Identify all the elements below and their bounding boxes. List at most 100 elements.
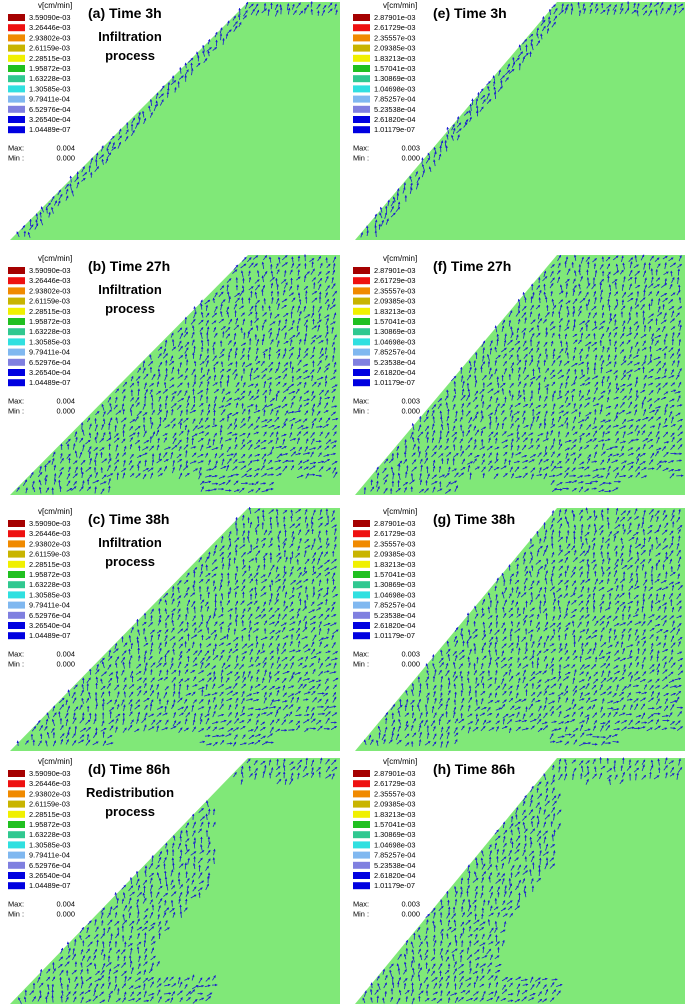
velocity-arrow: [572, 513, 576, 521]
legend-value: 3.26446e-03: [29, 529, 71, 538]
legend-swatch: [353, 622, 370, 629]
min-value: 0.000: [402, 153, 421, 162]
legend-swatch: [8, 520, 25, 527]
max-value: 0.004: [57, 143, 76, 152]
legend-value: 1.63228e-03: [29, 74, 71, 83]
velocity-arrow: [566, 422, 569, 429]
legend-swatch: [8, 287, 25, 295]
legend-swatch: [8, 297, 25, 305]
min-label: Min :: [8, 909, 24, 918]
legend-swatch: [8, 841, 25, 849]
legend-swatch: [8, 116, 25, 123]
velocity-arrow: [312, 565, 315, 573]
legend-value: 1.57041e-03: [374, 317, 416, 326]
velocity-arrow: [229, 613, 232, 620]
velocity-arrow: [254, 586, 257, 593]
velocity-arrow: [385, 205, 388, 213]
legend-value: 2.61729e-03: [374, 529, 416, 538]
legend-swatch: [8, 550, 25, 558]
legend-value: 2.61729e-03: [374, 276, 416, 285]
legend-value: 7.85257e-04: [374, 601, 416, 610]
velocity-arrow: [193, 837, 197, 843]
legend-value: 6.52976e-04: [29, 861, 71, 870]
velocity-arrow: [438, 718, 442, 726]
legend-value: 2.93802e-03: [29, 286, 71, 295]
legend-value: 1.30585e-03: [29, 840, 71, 849]
velocity-arrow: [311, 528, 314, 535]
legend-swatch: [353, 14, 370, 21]
legend-value: 9.79411e-04: [29, 348, 70, 357]
velocity-arrow: [44, 478, 48, 485]
legend-swatch: [8, 307, 25, 315]
legend-value: 1.30585e-03: [29, 84, 71, 93]
velocity-arrow: [170, 899, 174, 907]
legend-swatch: [353, 571, 370, 578]
legend: v[cm/min]3.59090e-033.26446e-032.93802e-…: [8, 1, 75, 162]
legend-value: 1.30585e-03: [29, 590, 71, 599]
legend-value: 2.09385e-03: [374, 550, 416, 559]
legend-value: 2.61159e-03: [29, 44, 70, 53]
panel-f: v[cm/min]2.87901e-032.61729e-032.35557e-…: [353, 254, 685, 495]
legend-swatch: [8, 780, 25, 788]
legend-value: 2.93802e-03: [29, 33, 71, 42]
panel-title: (a) Time 3h: [88, 5, 162, 21]
legend-value: 2.87901e-03: [374, 519, 416, 528]
legend-value: 2.61820e-04: [374, 115, 416, 124]
legend-swatch: [353, 379, 370, 387]
legend-unit-label: v[cm/min]: [383, 254, 417, 263]
velocity-arrow: [628, 591, 631, 599]
velocity-arrow: [637, 647, 640, 655]
velocity-arrow: [58, 479, 61, 487]
velocity-arrow: [290, 515, 293, 522]
legend-value: 2.61159e-03: [29, 297, 70, 306]
legend: v[cm/min]3.59090e-033.26446e-032.93802e-…: [8, 254, 75, 415]
legend-value: 1.30869e-03: [374, 74, 416, 83]
velocity-arrow: [165, 359, 168, 366]
velocity-arrow: [184, 613, 188, 621]
legend-swatch: [353, 116, 370, 123]
legend-unit-label: v[cm/min]: [38, 757, 72, 766]
velocity-arrow: [578, 411, 582, 418]
legend-swatch: [353, 65, 370, 72]
max-value: 0.003: [402, 649, 421, 658]
velocity-arrow: [426, 465, 429, 474]
velocity-arrow: [108, 443, 111, 450]
process-label: Redistribution: [86, 785, 174, 800]
velocity-arrow: [234, 618, 238, 627]
legend-value: 1.83213e-03: [374, 54, 416, 63]
legend-value: 1.04698e-03: [374, 84, 416, 93]
panel-c: v[cm/min]3.59090e-033.26446e-032.93802e-…: [8, 506, 340, 751]
legend-swatch: [8, 105, 25, 113]
velocity-arrow: [241, 297, 244, 304]
velocity-arrow: [288, 728, 295, 732]
min-value: 0.000: [57, 153, 76, 162]
legend-unit-label: v[cm/min]: [38, 254, 72, 263]
velocity-arrow: [185, 359, 189, 366]
velocity-arrow: [572, 311, 575, 317]
velocity-arrow: [538, 382, 541, 389]
velocity-arrow: [158, 932, 161, 940]
velocity-arrow: [453, 380, 457, 387]
legend-swatch: [353, 601, 370, 609]
legend-unit-label: v[cm/min]: [383, 1, 417, 10]
legend-swatch: [353, 24, 370, 32]
legend-value: 1.95872e-03: [29, 820, 71, 829]
legend-swatch: [8, 358, 25, 366]
legend-swatch: [8, 34, 25, 42]
min-value: 0.000: [57, 659, 76, 668]
legend-swatch: [353, 75, 370, 83]
legend-value: 2.28515e-03: [29, 560, 71, 569]
legend-swatch: [353, 277, 370, 285]
velocity-arrow: [601, 256, 605, 262]
velocity-arrow: [40, 733, 43, 740]
legend-swatch: [8, 571, 25, 578]
legend-value: 7.85257e-04: [374, 95, 416, 104]
velocity-arrow: [476, 110, 479, 117]
velocity-arrow: [107, 955, 111, 962]
velocity-arrow: [573, 536, 576, 544]
legend-swatch: [353, 348, 370, 356]
legend-value: 1.04698e-03: [374, 590, 416, 599]
legend-value: 1.57041e-03: [374, 64, 416, 73]
velocity-arrow: [205, 489, 212, 492]
panel-a: v[cm/min]3.59090e-033.26446e-032.93802e-…: [8, 1, 340, 240]
